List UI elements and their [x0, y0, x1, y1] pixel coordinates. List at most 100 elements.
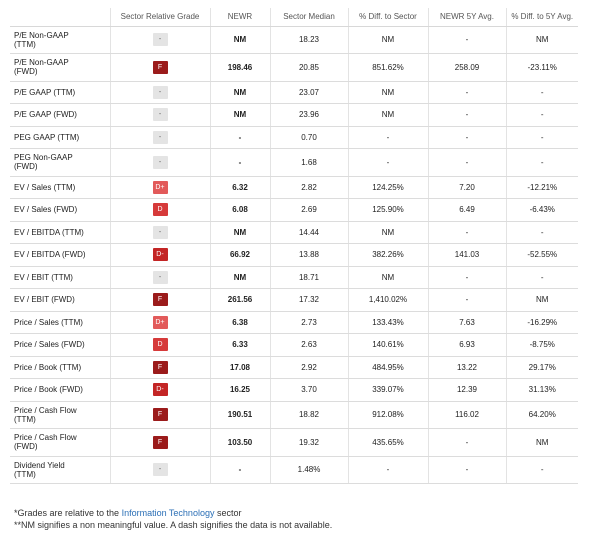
table-row: Price / Book (TTM) F 17.08 2.92 484.95% 13.22… [10, 356, 578, 379]
diff-to-sector-value: 124.25% [347, 176, 428, 199]
five-year-avg-value: - [427, 126, 506, 149]
metric-label: Price / Cash Flow [14, 405, 77, 415]
grade-cell: - [109, 126, 210, 149]
diff-to-sector-value: 912.08% [347, 401, 428, 429]
metric-label: Price / Sales (TTM) [14, 317, 83, 327]
grade-cell: D+ [109, 176, 210, 199]
metric-cell: PEG GAAP (TTM) [10, 126, 110, 149]
sector-median-value: 18.71 [269, 266, 348, 289]
diff-to-5y-avg-value: -8.75% [505, 333, 578, 357]
ticker-value: 6.38 [209, 311, 270, 334]
sector-median-value: 20.85 [269, 53, 348, 82]
metric-label: PEG Non-GAAP [14, 153, 73, 163]
grade-cell: D [109, 333, 210, 357]
five-year-avg-value: 12.39 [427, 378, 506, 402]
header-diff-to-5y-avg[interactable]: % Diff. to 5Y Avg. [505, 8, 578, 27]
diff-to-5y-avg-value: -23.11% [505, 53, 578, 82]
metric-period: (TTM) [14, 469, 36, 479]
diff-to-sector-value: 851.62% [347, 53, 428, 82]
valuation-table: Sector Relative Grade NEWR Sector Median… [10, 8, 578, 484]
header-grade[interactable]: Sector Relative Grade [109, 8, 210, 27]
grade-cell: F [109, 288, 210, 312]
metric-period: (TTM) [14, 39, 36, 49]
sector-median-value: 2.82 [269, 176, 348, 199]
header-5y-avg[interactable]: NEWR 5Y Avg. [427, 8, 506, 27]
metric-label: EV / EBITDA (FWD) [14, 250, 86, 260]
diff-to-5y-avg-value: NM [505, 26, 578, 54]
grade-badge: - [152, 270, 168, 284]
metric-label: Price / Sales (FWD) [14, 340, 85, 350]
metric-cell: P/E Non-GAAP (FWD) [10, 53, 110, 82]
ticker-value: NM [209, 81, 270, 104]
metric-cell: P/E GAAP (TTM) [10, 81, 110, 104]
grade-cell: - [109, 148, 210, 177]
metric-cell: EV / EBIT (TTM) [10, 266, 110, 289]
grade-badge: D+ [152, 180, 168, 194]
metric-cell: EV / Sales (TTM) [10, 176, 110, 199]
grade-cell: - [109, 103, 210, 127]
metric-cell: EV / EBIT (FWD) [10, 288, 110, 312]
grade-badge: - [152, 225, 168, 239]
diff-to-sector-value: 382.26% [347, 243, 428, 267]
metric-cell: Price / Book (TTM) [10, 356, 110, 379]
diff-to-5y-avg-value: - [505, 103, 578, 127]
sector-median-value: 23.07 [269, 81, 348, 104]
ticker-value: 6.32 [209, 176, 270, 199]
table-row: EV / EBIT (TTM) - NM 18.71 NM - - [10, 266, 578, 289]
diff-to-sector-value: NM [347, 26, 428, 54]
grade-badge: D+ [152, 315, 168, 329]
ticker-value: - [209, 126, 270, 149]
metric-cell: PEG Non-GAAP (FWD) [10, 148, 110, 177]
five-year-avg-value: - [427, 81, 506, 104]
metric-label: EV / EBIT (TTM) [14, 272, 73, 282]
five-year-avg-value: 13.22 [427, 356, 506, 379]
sector-median-value: 23.96 [269, 103, 348, 127]
table-header-row: Sector Relative Grade NEWR Sector Median… [10, 8, 578, 27]
metric-cell: Dividend Yield (TTM) [10, 456, 110, 484]
grade-cell: - [109, 221, 210, 244]
table-row: EV / EBITDA (FWD) D- 66.92 13.88 382.26% 141.… [10, 243, 578, 267]
ticker-value: NM [209, 103, 270, 127]
diff-to-5y-avg-value: - [505, 456, 578, 484]
metric-label: Price / Cash Flow [14, 433, 77, 443]
header-ticker[interactable]: NEWR [209, 8, 270, 27]
metric-cell: Price / Sales (TTM) [10, 311, 110, 334]
metric-label: EV / EBITDA (TTM) [14, 227, 84, 237]
diff-to-5y-avg-value: - [505, 81, 578, 104]
table-row: EV / EBITDA (TTM) - NM 14.44 NM - - [10, 221, 578, 244]
footnote-nm: **NM signifies a non meaningful value. A… [14, 520, 333, 530]
sector-median-value: 17.32 [269, 288, 348, 312]
sector-median-value: 18.23 [269, 26, 348, 54]
metric-label: P/E GAAP (TTM) [14, 87, 76, 97]
diff-to-5y-avg-value: NM [505, 288, 578, 312]
metric-cell: Price / Cash Flow (TTM) [10, 401, 110, 429]
diff-to-sector-value: - [347, 148, 428, 177]
metric-cell: EV / EBITDA (FWD) [10, 243, 110, 267]
five-year-avg-value: - [427, 288, 506, 312]
sector-link[interactable]: Information Technology [121, 508, 215, 518]
table-row: P/E Non-GAAP (TTM) - NM 18.23 NM - NM [10, 26, 578, 54]
ticker-value: 261.56 [209, 288, 270, 312]
sector-median-value: 2.69 [269, 198, 348, 222]
ticker-value: 6.08 [209, 198, 270, 222]
metric-label: EV / Sales (FWD) [14, 205, 78, 215]
diff-to-sector-value: 484.95% [347, 356, 428, 379]
sector-median-value: 19.32 [269, 428, 348, 457]
five-year-avg-value: - [427, 266, 506, 289]
table-row: PEG GAAP (TTM) - -0.70- - - [10, 126, 578, 149]
diff-to-sector-value: - [347, 456, 428, 484]
header-sector-median[interactable]: Sector Median [269, 8, 348, 27]
diff-to-5y-avg-value: -12.21% [505, 176, 578, 199]
ticker-value: 16.25 [209, 378, 270, 402]
metric-label: P/E Non-GAAP [14, 58, 69, 68]
diff-to-5y-avg-value: 64.20% [505, 401, 578, 429]
metric-period: (TTM) [14, 414, 36, 424]
footnote-grades: *Grades are relative to the Information … [14, 507, 332, 519]
sector-median-value: 1.48% [269, 456, 348, 484]
table-row: EV / Sales (TTM) D+ 6.32 2.82 124.25% 7.20 -12… [10, 176, 578, 199]
header-diff-to-sector[interactable]: % Diff. to Sector [347, 8, 428, 27]
grade-cell: D [109, 198, 210, 222]
valuation-table-container: Sector Relative Grade NEWR Sector Median… [10, 8, 578, 484]
diff-to-5y-avg-value: - [505, 126, 578, 149]
diff-to-sector-value: 1,410.02% [347, 288, 428, 312]
